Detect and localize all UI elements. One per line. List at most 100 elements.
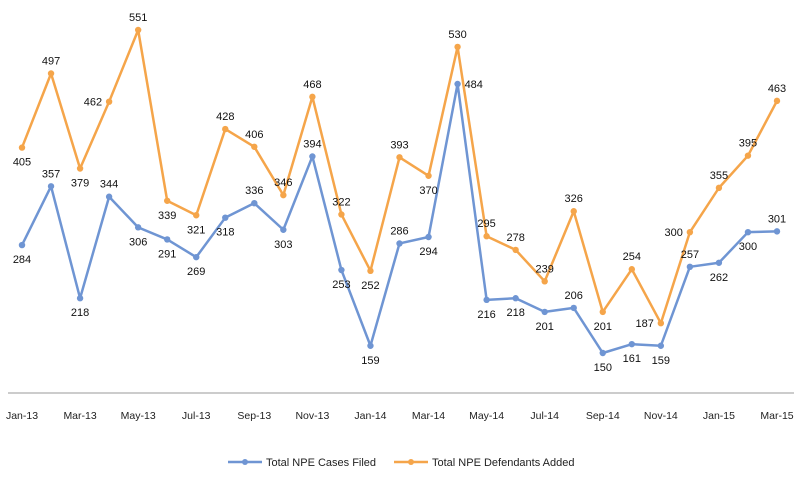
data-point-cases xyxy=(251,200,257,206)
data-label-defendants: 254 xyxy=(623,251,641,263)
x-tick-label: Nov-13 xyxy=(295,410,329,422)
data-point-cases xyxy=(280,227,286,233)
data-point-cases xyxy=(571,305,577,311)
data-label-cases: 201 xyxy=(536,321,554,333)
data-label-defendants: 187 xyxy=(635,318,653,330)
data-label-defendants: 551 xyxy=(129,12,147,24)
data-point-cases xyxy=(338,267,344,273)
data-point-defendants xyxy=(280,192,286,198)
legend-label-defendants: Total NPE Defendants Added xyxy=(432,457,574,469)
data-label-defendants: 321 xyxy=(187,224,205,236)
data-point-cases xyxy=(774,228,780,234)
data-point-defendants xyxy=(19,144,25,150)
data-point-cases xyxy=(716,260,722,266)
data-point-defendants xyxy=(483,233,489,239)
data-label-cases: 159 xyxy=(361,355,379,367)
data-label-cases: 262 xyxy=(710,272,728,284)
legend-item-defendants: Total NPE Defendants Added xyxy=(394,457,574,469)
data-point-defendants xyxy=(774,98,780,104)
legend: Total NPE Cases Filed Total NPE Defendan… xyxy=(228,457,574,469)
data-point-defendants xyxy=(48,70,54,76)
data-point-cases xyxy=(396,240,402,246)
data-label-cases: 159 xyxy=(652,355,670,367)
data-point-defendants xyxy=(106,98,112,104)
data-label-defendants: 497 xyxy=(42,55,60,67)
data-label-defendants: 346 xyxy=(274,177,292,189)
data-label-defendants: 395 xyxy=(739,138,757,150)
data-point-defendants xyxy=(571,208,577,214)
data-point-cases xyxy=(687,264,693,270)
data-label-cases: 300 xyxy=(739,241,757,253)
data-label-cases: 357 xyxy=(42,168,60,180)
x-tick-label: Mar-14 xyxy=(412,410,445,422)
x-tick-label: Mar-13 xyxy=(63,410,96,422)
data-point-cases xyxy=(600,350,606,356)
data-label-cases: 294 xyxy=(419,246,437,258)
data-label-cases: 269 xyxy=(187,266,205,278)
data-label-defendants: 278 xyxy=(506,232,524,244)
data-label-cases: 206 xyxy=(565,290,583,302)
data-label-defendants: 530 xyxy=(448,29,466,41)
x-axis-ticks: Jan-13Mar-13May-13Jul-13Sep-13Nov-13Jan-… xyxy=(6,410,794,422)
x-tick-label: Jan-15 xyxy=(703,410,735,422)
data-point-cases xyxy=(425,234,431,240)
data-label-defendants: 295 xyxy=(477,218,495,230)
data-point-cases xyxy=(135,224,141,230)
data-point-cases xyxy=(48,183,54,189)
data-label-cases: 306 xyxy=(129,236,147,248)
data-label-defendants: 468 xyxy=(303,79,321,91)
data-label-cases: 150 xyxy=(594,362,612,374)
legend-marker-cases xyxy=(242,459,248,465)
data-point-defendants xyxy=(222,126,228,132)
data-label-cases: 303 xyxy=(274,239,292,251)
data-point-cases xyxy=(629,341,635,347)
data-point-defendants xyxy=(77,165,83,171)
data-point-defendants xyxy=(338,211,344,217)
data-point-cases xyxy=(164,236,170,242)
data-label-defendants: 322 xyxy=(332,196,350,208)
data-label-cases: 253 xyxy=(332,279,350,291)
x-tick-label: Mar-15 xyxy=(760,410,793,422)
series-layer xyxy=(19,27,780,356)
data-point-defendants xyxy=(135,27,141,33)
data-point-defendants xyxy=(745,152,751,158)
data-label-defendants: 406 xyxy=(245,129,263,141)
x-tick-label: Nov-14 xyxy=(644,410,678,422)
data-point-defendants xyxy=(164,198,170,204)
data-point-defendants xyxy=(193,212,199,218)
data-point-defendants xyxy=(716,185,722,191)
data-label-cases: 161 xyxy=(623,353,641,365)
data-label-cases: 218 xyxy=(506,307,524,319)
data-point-cases xyxy=(541,309,547,315)
data-label-defendants: 239 xyxy=(536,263,554,275)
data-point-cases xyxy=(77,295,83,301)
data-label-defendants: 379 xyxy=(71,178,89,190)
data-label-cases: 318 xyxy=(216,227,234,239)
data-point-defendants xyxy=(541,278,547,284)
x-tick-label: Sep-14 xyxy=(586,410,620,422)
data-point-defendants xyxy=(251,144,257,150)
data-label-cases: 257 xyxy=(681,249,699,261)
data-point-defendants xyxy=(309,94,315,100)
data-point-cases xyxy=(193,254,199,260)
data-label-defendants: 462 xyxy=(84,97,102,109)
x-tick-label: Jul-14 xyxy=(530,410,559,422)
data-label-defendants: 428 xyxy=(216,111,234,123)
data-label-cases: 216 xyxy=(477,309,495,321)
data-point-cases xyxy=(658,343,664,349)
data-label-defendants: 326 xyxy=(565,193,583,205)
data-point-defendants xyxy=(425,173,431,179)
data-label-defendants: 252 xyxy=(361,280,379,292)
data-point-cases xyxy=(106,194,112,200)
data-point-cases xyxy=(309,153,315,159)
data-point-cases xyxy=(483,297,489,303)
data-point-cases xyxy=(454,81,460,87)
data-point-defendants xyxy=(454,44,460,50)
data-label-cases: 286 xyxy=(390,225,408,237)
data-label-defendants: 393 xyxy=(390,139,408,151)
data-point-defendants xyxy=(600,309,606,315)
legend-item-cases: Total NPE Cases Filed xyxy=(228,457,376,469)
data-point-defendants xyxy=(687,229,693,235)
data-point-defendants xyxy=(658,320,664,326)
data-label-cases: 284 xyxy=(13,254,31,266)
